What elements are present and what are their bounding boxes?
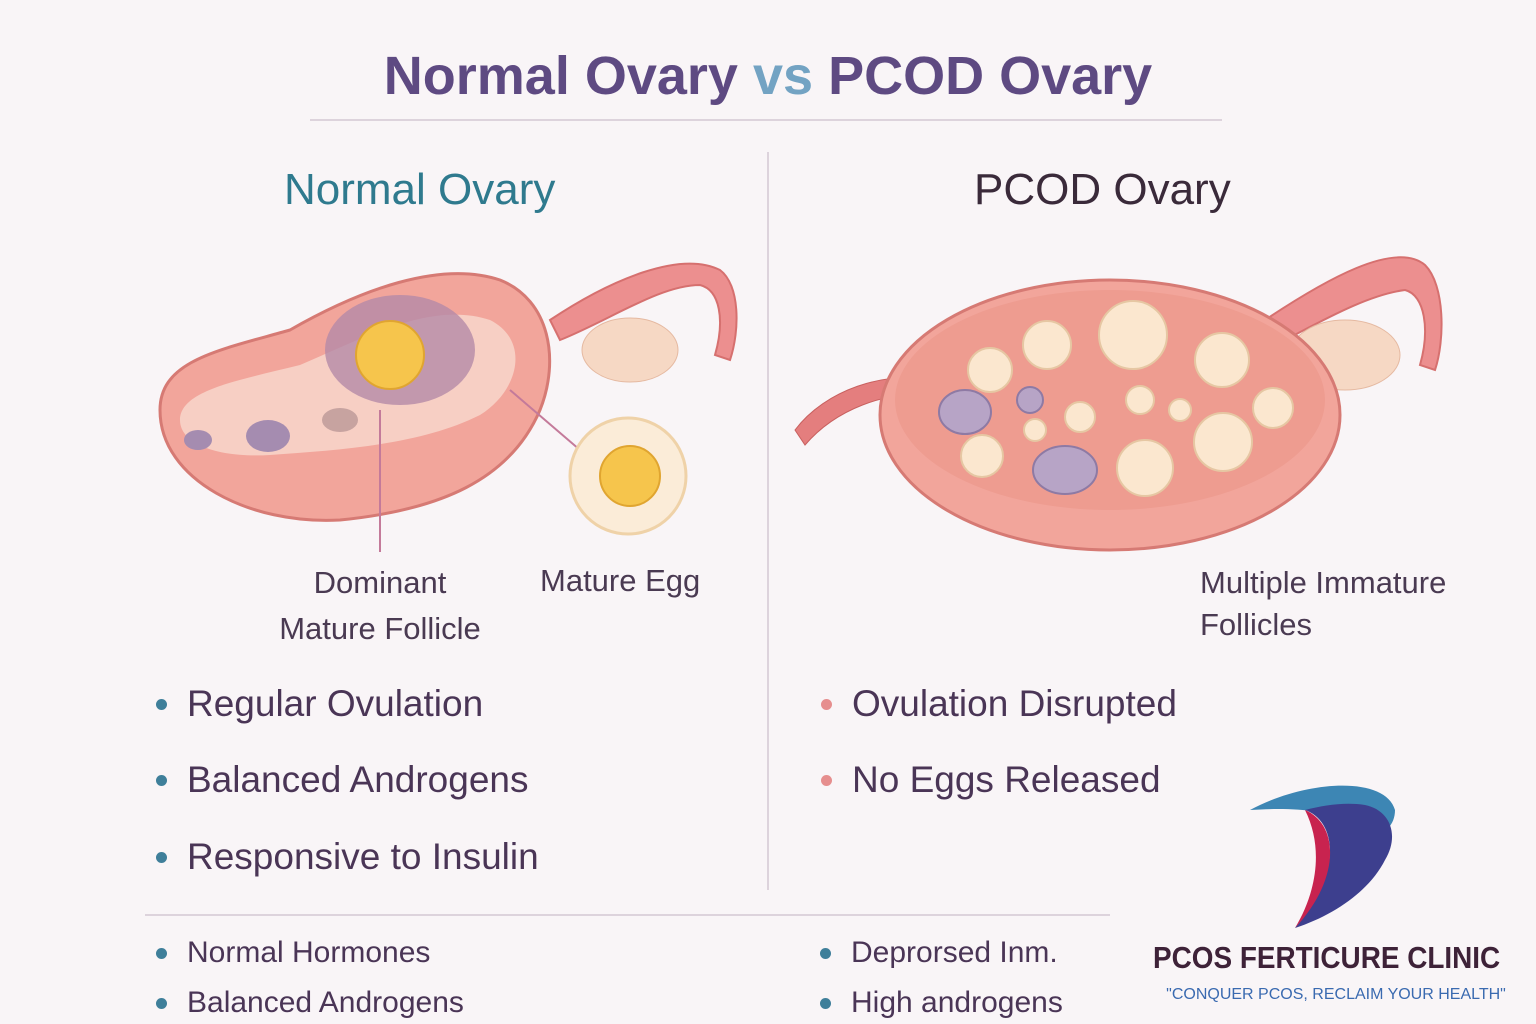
footer-bullet: Normal Hormones <box>156 935 430 971</box>
bullet-dot-icon <box>156 997 167 1009</box>
label-line: Mature Follicle <box>279 611 481 646</box>
immature-follicles <box>960 300 1294 497</box>
bullet-dot-icon <box>820 947 831 959</box>
label-line: Dominant <box>313 565 447 600</box>
bullet-text: Balanced Androgens <box>187 986 464 1019</box>
footer-bullet: High androgens <box>820 985 1063 1021</box>
label-line: Follicles <box>1200 607 1312 642</box>
label-line: Multiple Immature <box>1200 565 1447 600</box>
bullet-text: Responsive to Insulin <box>187 836 539 877</box>
clinic-tagline: "CONQUER PCOS, RECLAIM YOUR HEALTH" <box>1166 986 1506 1003</box>
fallopian-tube <box>548 262 738 362</box>
normal-bullet: Regular Ovulation <box>156 682 483 726</box>
clinic-logo-icon <box>1250 785 1395 928</box>
pcod-bullet: No Eggs Released <box>821 758 1161 802</box>
bullet-text: No Eggs Released <box>852 759 1161 800</box>
mature-egg <box>599 445 661 507</box>
bullet-text: Ovulation Disrupted <box>852 683 1177 724</box>
bullet-dot-icon <box>821 698 832 710</box>
clinic-name: PCOS FERTICURE CLINIC <box>1153 940 1501 975</box>
bullet-text: Balanced Androgens <box>187 759 529 800</box>
normal-bullet: Balanced Androgens <box>156 758 529 802</box>
title-normal: Normal Ovary <box>383 46 738 106</box>
title-underline <box>310 119 1222 121</box>
mature-egg-label: Mature Egg <box>540 563 701 598</box>
bullet-text: Normal Hormones <box>187 936 431 969</box>
immature-follicles-label: Multiple Immature Follicles <box>1200 562 1446 646</box>
title-pcod: PCOD Ovary <box>828 46 1153 106</box>
bullet-text: Deprorsed Inm. <box>851 936 1058 969</box>
egg-pointer <box>509 389 581 451</box>
pcod-bullet: Ovulation Disrupted <box>821 682 1177 726</box>
bullet-text: Regular Ovulation <box>187 683 484 724</box>
vertical-divider <box>767 152 769 890</box>
pcod-ovary-illustration <box>794 256 1443 552</box>
bullet-text: High androgens <box>851 986 1063 1019</box>
bullet-dot-icon <box>820 997 831 1009</box>
footer-bullet: Balanced Androgens <box>156 985 464 1021</box>
bullet-dot-icon <box>156 947 167 959</box>
normal-bullet: Responsive to Insulin <box>156 835 539 879</box>
cystic-follicles <box>938 386 1098 495</box>
fallopian-tube <box>1263 256 1443 372</box>
fimbria <box>581 317 679 383</box>
page-title: Normal Ovary vs PCOD Ovary <box>0 44 1536 108</box>
bullet-dot-icon <box>156 851 167 863</box>
bullet-dot-icon <box>156 774 167 786</box>
footer-bullet: Deprorsed Inm. <box>820 935 1058 971</box>
normal-heading: Normal Ovary <box>284 165 556 214</box>
bullet-dot-icon <box>156 698 167 710</box>
dominant-follicle-label: Dominant Mature Follicle <box>250 560 510 652</box>
horizontal-divider <box>145 914 1110 916</box>
bullet-dot-icon <box>821 774 832 786</box>
pcod-heading: PCOD Ovary <box>974 165 1231 214</box>
dominant-follicle <box>355 320 425 390</box>
normal-ovary-illustration <box>158 262 738 552</box>
title-vs: vs <box>752 46 814 106</box>
small-follicle <box>246 420 290 452</box>
small-follicle <box>322 408 358 432</box>
small-follicle <box>184 430 212 450</box>
